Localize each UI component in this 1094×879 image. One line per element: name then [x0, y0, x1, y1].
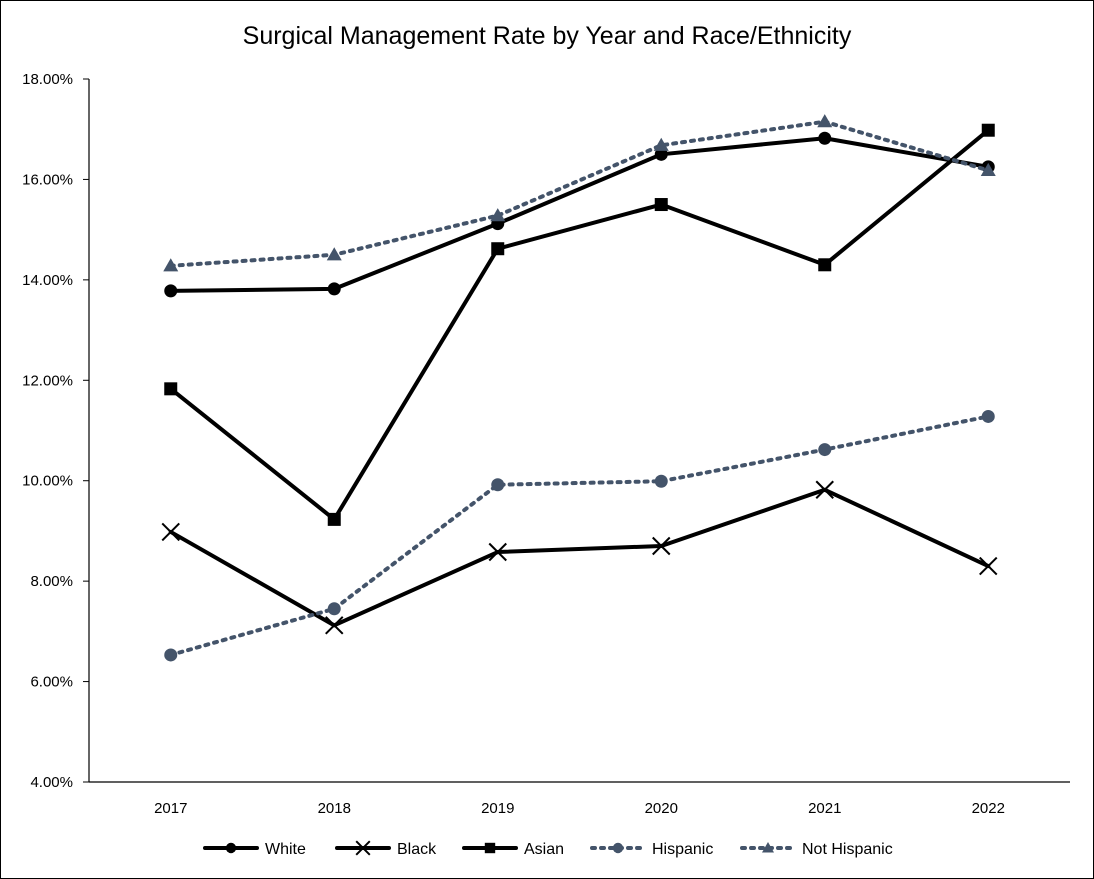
data-point-black — [161, 522, 180, 542]
data-point-asian — [327, 512, 341, 526]
legend-item-black: Black — [335, 840, 437, 858]
data-point-hispanic — [164, 648, 178, 662]
y-tick-label: 6.00% — [30, 674, 73, 691]
y-tick-label: 8.00% — [30, 573, 73, 590]
data-point-asian — [654, 198, 668, 212]
data-point-not-hispanic — [980, 162, 996, 177]
legend-marker-not-hispanic — [762, 842, 774, 853]
data-point-not-hispanic — [163, 258, 179, 272]
data-point-white — [164, 284, 178, 298]
data-point-asian — [491, 242, 505, 256]
data-point-not-hispanic — [817, 114, 833, 128]
x-tick-label: 2018 — [318, 800, 351, 817]
chart-title: Surgical Management Rate by Year and Rac… — [243, 22, 852, 50]
data-point-black — [652, 536, 671, 556]
y-tick-label: 10.00% — [22, 473, 73, 490]
data-point-asian — [164, 382, 178, 396]
legend-item-hispanic: Hispanic — [590, 841, 713, 858]
legend: White Black Asian Hispanic Not Hispanic — [203, 840, 893, 858]
data-point-not-hispanic — [326, 247, 342, 261]
y-tick-label: 14.00% — [22, 272, 73, 289]
legend-marker-asian — [484, 842, 496, 854]
y-tick-label: 4.00% — [30, 774, 73, 791]
legend-label-not-hispanic: Not Hispanic — [802, 841, 893, 858]
data-point-black — [979, 556, 998, 576]
legend-label-black: Black — [397, 841, 437, 858]
data-point-not-hispanic — [490, 208, 506, 222]
y-tick-label: 18.00% — [22, 71, 73, 88]
data-point-white — [327, 282, 341, 296]
legend-marker-white — [225, 842, 237, 854]
legend-label-hispanic: Hispanic — [652, 841, 713, 858]
data-point-hispanic — [654, 474, 668, 488]
x-tick-label: 2017 — [154, 800, 187, 817]
legend-label-white: White — [265, 841, 306, 858]
data-point-hispanic — [818, 443, 832, 457]
y-tick-label: 16.00% — [22, 171, 73, 188]
x-tick-label: 2019 — [481, 800, 514, 817]
data-point-black — [325, 616, 344, 635]
series-line-black — [168, 487, 991, 628]
x-tick-label: 2020 — [645, 800, 678, 817]
data-point-hispanic — [491, 478, 505, 492]
data-point-hispanic — [327, 602, 341, 616]
series-line-hispanic — [168, 414, 991, 657]
x-tick-label: 2021 — [808, 800, 841, 817]
data-point-white — [654, 147, 668, 161]
legend-item-not-hispanic: Not Hispanic — [740, 841, 893, 858]
data-point-white — [818, 131, 832, 145]
data-point-hispanic — [981, 409, 995, 423]
legend-item-white: White — [203, 841, 306, 858]
series-line-asian — [168, 128, 991, 522]
data-point-black — [488, 542, 507, 562]
data-point-asian — [981, 123, 995, 137]
y-tick-label: 12.00% — [22, 372, 73, 389]
legend-item-asian: Asian — [462, 841, 564, 858]
x-tick-label: 2022 — [972, 800, 1005, 817]
legend-marker-hispanic — [612, 842, 624, 854]
data-point-black — [815, 480, 834, 499]
data-point-asian — [818, 258, 832, 272]
legend-marker-black — [355, 840, 371, 856]
series-line-not-hispanic — [168, 119, 991, 268]
plot-area: 4.00% 6.00% 8.00% 10.00% 12.00% 14.00% 16.00% 1… — [22, 71, 1070, 817]
data-point-not-hispanic — [653, 137, 669, 151]
series-line-white — [168, 136, 991, 293]
legend-label-asian: Asian — [524, 841, 564, 858]
